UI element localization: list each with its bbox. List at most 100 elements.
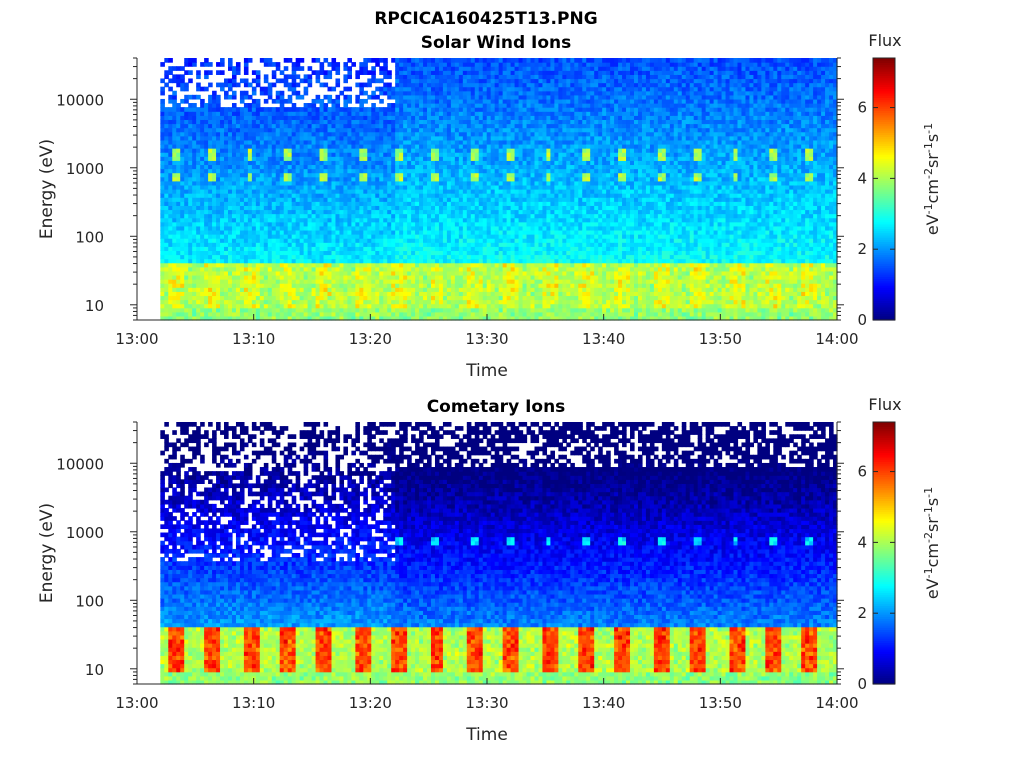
spectrogram-cell (164, 172, 169, 178)
spectrogram-cell (200, 197, 205, 202)
spectrogram-cell (466, 58, 472, 63)
spectrogram-cell (486, 74, 492, 80)
spectrogram-cell (458, 201, 464, 206)
spectrogram-cell (399, 315, 404, 321)
spectrogram-cell (335, 160, 341, 166)
spectrogram-cell (168, 189, 173, 194)
spectrogram-cell (470, 168, 476, 174)
spectrogram-cell (291, 274, 297, 280)
spectrogram-cell (208, 127, 213, 133)
spectrogram-cell (411, 238, 416, 243)
spectrogram-cell (395, 279, 400, 284)
spectrogram-cell (184, 184, 189, 190)
spectrogram-cell (323, 184, 329, 190)
spectrogram-cell (474, 274, 480, 280)
spectrogram-cell (431, 184, 436, 190)
spectrogram-cell (359, 172, 364, 178)
spectrogram-cell (395, 115, 400, 120)
spectrogram-cell (427, 78, 432, 84)
spectrogram-cell (172, 135, 177, 141)
spectrogram-cell (235, 107, 241, 112)
spectrogram-cell (391, 143, 396, 149)
spectrogram-cell (184, 86, 189, 92)
spectrogram-cell (375, 250, 380, 256)
spectrogram-cell (255, 299, 261, 305)
spectrogram-cell (415, 201, 420, 206)
spectrogram-cell (291, 164, 297, 170)
spectrogram-cell (466, 213, 472, 219)
spectrogram-cell (220, 287, 225, 292)
spectrogram-cell (371, 164, 376, 170)
spectrogram-cell (204, 303, 209, 309)
spectrogram-cell (184, 172, 189, 178)
spectrogram-cell (267, 148, 273, 153)
spectrogram-cell (482, 279, 488, 284)
spectrogram-cell (319, 303, 325, 309)
spectrogram-cell (243, 221, 249, 227)
spectrogram-cell (251, 152, 257, 157)
spectrogram-cell (427, 274, 432, 280)
spectrogram-cell (319, 164, 325, 170)
spectrogram-cell (319, 242, 325, 247)
spectrogram-cell (427, 160, 432, 166)
spectrogram-cell (359, 266, 364, 272)
spectrogram-cell (399, 217, 404, 223)
spectrogram-cell (319, 311, 325, 317)
spectrogram-cell (224, 180, 229, 186)
spectrogram-cell (267, 246, 273, 251)
spectrogram-cell (355, 168, 360, 174)
spectrogram-cell (319, 111, 325, 116)
spectrogram-cell (208, 201, 213, 206)
spectrogram-cell (454, 156, 460, 161)
spectrogram-cell (462, 295, 468, 301)
spectrogram-cell (482, 234, 488, 239)
spectrogram-cell (474, 238, 480, 243)
spectrogram-cell (450, 115, 456, 120)
spectrogram-cell (450, 152, 456, 157)
spectrogram-cell (295, 213, 301, 219)
spectrogram-cell (172, 139, 177, 145)
spectrogram-cell (458, 66, 464, 71)
spectrogram-cell (204, 74, 209, 80)
spectrogram-cell (423, 139, 428, 145)
spectrogram-cell (343, 287, 349, 292)
spectrogram-cell (271, 242, 277, 247)
spectrogram-cell (375, 86, 380, 92)
spectrogram-cell (359, 148, 364, 153)
spectrogram-cell (351, 62, 356, 67)
spectrogram-cell (363, 315, 368, 321)
spectrogram-cell (307, 303, 313, 309)
spectrogram-cell (486, 184, 492, 190)
spectrogram-cell (454, 274, 460, 280)
spectrogram-cell (442, 168, 448, 174)
spectrogram-cell (486, 115, 492, 120)
spectrogram-cell (295, 62, 301, 67)
spectrogram-cell (275, 242, 281, 247)
spectrogram-cell (307, 201, 313, 206)
spectrogram-cell (466, 74, 472, 80)
spectrogram-cell (391, 94, 396, 100)
spectrogram-cell (466, 148, 472, 153)
spectrogram-cell (379, 131, 384, 137)
spectrogram-cell (228, 311, 233, 317)
spectrogram-cell (355, 197, 360, 202)
spectrogram-cell (275, 266, 281, 272)
spectrogram-cell (315, 246, 321, 251)
spectrogram-cell (291, 209, 297, 215)
spectrogram-cell (351, 176, 356, 182)
spectrogram-cell (379, 156, 384, 161)
spectrogram-cell (188, 238, 193, 243)
spectrogram-cell (335, 258, 341, 264)
spectrogram-cell (188, 103, 193, 108)
spectrogram-cell (470, 242, 476, 247)
spectrogram-cell (462, 107, 468, 112)
spectrogram-cell (331, 303, 337, 309)
spectrogram-cell (446, 209, 452, 215)
spectrogram-cell (176, 225, 181, 231)
spectrogram-cell (431, 242, 436, 247)
spectrogram-cell (450, 123, 456, 129)
spectrogram-cell (331, 250, 337, 256)
spectrogram-cell (311, 123, 317, 129)
spectrogram-cell (379, 283, 384, 288)
spectrogram-cell (208, 180, 213, 186)
